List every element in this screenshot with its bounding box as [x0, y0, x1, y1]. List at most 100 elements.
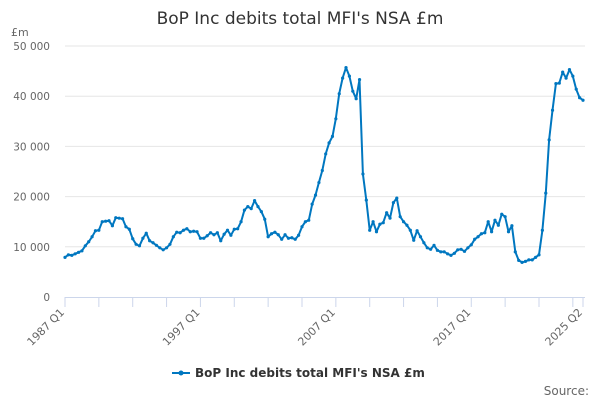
data-point[interactable] — [107, 219, 111, 223]
data-point[interactable] — [246, 205, 250, 209]
data-point[interactable] — [388, 216, 392, 220]
data-point[interactable] — [168, 242, 172, 246]
data-point[interactable] — [493, 218, 497, 222]
data-point[interactable] — [435, 248, 440, 252]
data-point[interactable] — [561, 70, 565, 74]
data-point[interactable] — [513, 250, 517, 254]
data-point[interactable] — [422, 241, 426, 245]
data-point[interactable] — [357, 78, 362, 82]
data-point[interactable] — [469, 243, 473, 247]
data-point[interactable] — [134, 242, 138, 246]
data-point[interactable] — [124, 225, 128, 229]
data-point[interactable] — [520, 260, 524, 264]
data-point[interactable] — [452, 251, 456, 255]
data-point[interactable] — [385, 211, 389, 215]
data-point[interactable] — [341, 76, 345, 80]
data-point[interactable] — [131, 237, 135, 241]
data-point[interactable] — [527, 258, 531, 262]
data-point[interactable] — [564, 76, 568, 80]
data-point[interactable] — [198, 236, 203, 240]
data-point[interactable] — [442, 250, 446, 254]
data-point[interactable] — [530, 258, 534, 262]
data-point[interactable] — [571, 74, 575, 78]
data-point[interactable] — [378, 222, 382, 226]
data-point[interactable] — [415, 229, 419, 233]
data-point[interactable] — [137, 244, 142, 248]
data-point[interactable] — [266, 235, 270, 239]
data-point[interactable] — [310, 202, 314, 206]
data-point[interactable] — [263, 217, 267, 221]
data-point[interactable] — [148, 239, 152, 243]
data-point[interactable] — [412, 238, 416, 242]
data-point[interactable] — [127, 227, 131, 231]
data-point[interactable] — [114, 216, 118, 220]
data-point[interactable] — [449, 253, 453, 257]
data-point[interactable] — [80, 249, 84, 253]
data-point[interactable] — [364, 198, 368, 202]
data-point[interactable] — [232, 227, 236, 231]
data-point[interactable] — [158, 246, 162, 250]
data-point[interactable] — [574, 87, 578, 91]
data-point[interactable] — [212, 233, 216, 237]
data-point[interactable] — [97, 228, 101, 232]
data-point[interactable] — [557, 81, 561, 85]
data-point[interactable] — [510, 224, 514, 228]
data-point[interactable] — [439, 250, 443, 254]
data-point[interactable] — [517, 258, 521, 262]
data-point[interactable] — [540, 228, 544, 232]
data-point[interactable] — [164, 246, 169, 250]
data-point[interactable] — [523, 259, 528, 263]
data-point[interactable] — [192, 229, 196, 233]
data-point[interactable] — [276, 233, 280, 237]
data-point[interactable] — [303, 220, 307, 224]
data-point[interactable] — [581, 98, 585, 102]
data-point[interactable] — [361, 172, 365, 176]
data-point[interactable] — [547, 138, 551, 142]
data-point[interactable] — [225, 228, 230, 232]
data-point[interactable] — [293, 237, 297, 241]
data-point[interactable] — [324, 152, 328, 156]
data-point[interactable] — [550, 108, 555, 112]
data-point[interactable] — [202, 236, 206, 240]
legend[interactable]: BoP Inc debits total MFI's NSA £m — [172, 366, 425, 380]
data-point[interactable] — [374, 230, 379, 234]
data-point[interactable] — [503, 215, 507, 219]
data-point[interactable] — [445, 252, 450, 256]
data-point[interactable] — [578, 96, 582, 100]
data-point[interactable] — [208, 231, 213, 235]
data-point[interactable] — [313, 193, 318, 197]
data-point[interactable] — [256, 205, 260, 209]
data-point[interactable] — [273, 230, 277, 234]
data-point[interactable] — [215, 231, 219, 235]
data-point[interactable] — [63, 255, 67, 259]
data-point[interactable] — [462, 249, 467, 253]
data-point[interactable] — [544, 191, 548, 195]
data-point[interactable] — [500, 212, 504, 216]
data-point[interactable] — [70, 253, 74, 257]
data-point[interactable] — [534, 255, 538, 259]
data-point[interactable] — [87, 240, 91, 244]
data-point[interactable] — [242, 208, 247, 212]
data-point[interactable] — [395, 196, 399, 200]
data-point[interactable] — [401, 220, 406, 224]
data-point[interactable] — [178, 231, 182, 235]
data-point[interactable] — [506, 230, 511, 234]
data-point[interactable] — [90, 235, 94, 239]
data-point[interactable] — [408, 228, 412, 232]
data-point[interactable] — [286, 236, 291, 240]
data-point[interactable] — [320, 168, 324, 173]
data-point[interactable] — [259, 210, 263, 214]
data-point[interactable] — [347, 74, 351, 78]
data-point[interactable] — [334, 117, 338, 121]
data-point[interactable] — [93, 229, 98, 233]
data-point[interactable] — [330, 134, 335, 138]
data-point[interactable] — [425, 246, 429, 250]
data-point[interactable] — [307, 218, 311, 222]
data-point[interactable] — [398, 215, 402, 219]
data-point[interactable] — [418, 235, 423, 239]
data-point[interactable] — [466, 246, 470, 250]
data-point[interactable] — [432, 243, 436, 247]
data-point[interactable] — [280, 237, 284, 241]
data-point[interactable] — [120, 217, 125, 221]
data-point[interactable] — [297, 233, 301, 237]
